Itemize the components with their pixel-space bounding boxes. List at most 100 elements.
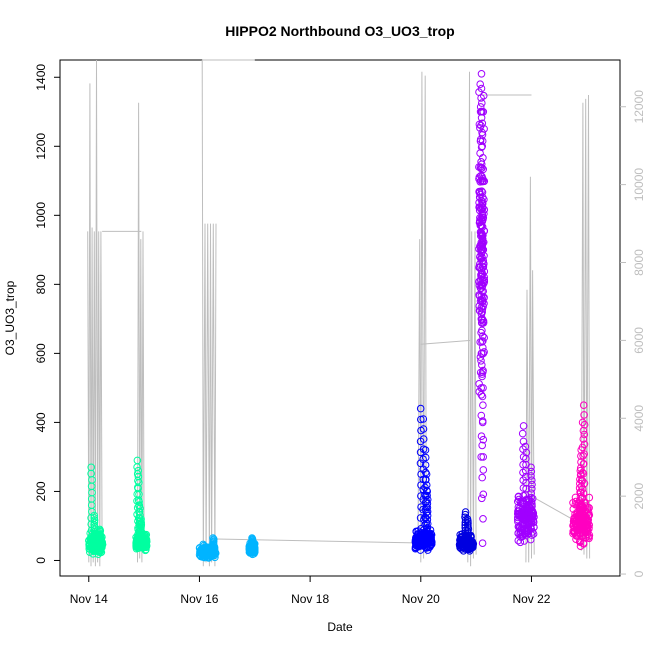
data-point	[479, 368, 487, 376]
data-point	[424, 536, 432, 544]
data-point	[199, 547, 208, 556]
data-point	[134, 484, 142, 493]
y2-tick-label: 4000	[632, 405, 646, 432]
data-point	[527, 515, 536, 523]
data-point	[575, 510, 584, 518]
data-point	[426, 543, 434, 551]
data-point	[478, 297, 487, 306]
data-point	[248, 534, 256, 542]
data-point	[527, 467, 536, 476]
data-point	[479, 453, 488, 461]
series-flight-6	[455, 508, 478, 555]
data-point	[479, 401, 487, 410]
data-point	[479, 515, 487, 523]
altitude-line	[420, 339, 471, 345]
data-point	[576, 501, 585, 510]
data-point	[479, 343, 487, 352]
data-point	[477, 411, 486, 420]
data-point	[519, 515, 528, 523]
data-point	[519, 422, 528, 430]
data-point	[478, 99, 486, 107]
altitude-line	[525, 176, 535, 563]
data-point	[478, 319, 487, 328]
series-flight-1	[85, 463, 107, 559]
data-point	[477, 266, 486, 275]
data-point	[417, 470, 425, 479]
data-point	[479, 108, 488, 116]
data-point	[478, 287, 486, 296]
y-tick-label: 1400	[34, 64, 48, 91]
data-point	[478, 441, 487, 450]
data-point	[527, 472, 535, 480]
data-point	[579, 401, 588, 410]
y2-tick-label: 2000	[632, 482, 646, 509]
data-point	[478, 361, 486, 369]
data-point	[423, 491, 431, 500]
y-axis-label: O3_UO3_trop	[3, 280, 17, 355]
data-point	[477, 94, 485, 102]
data-point	[134, 472, 143, 481]
data-point	[519, 437, 528, 446]
altitude-line	[580, 94, 591, 559]
data-point	[477, 349, 486, 358]
data-point	[569, 505, 578, 513]
data-point	[579, 426, 588, 435]
data-point	[583, 530, 592, 539]
y2-tick-label: 10000	[632, 168, 646, 202]
data-point	[423, 531, 432, 540]
data-point	[477, 303, 486, 312]
series-flight-2	[132, 456, 151, 555]
data-point	[572, 523, 581, 531]
data-point	[514, 515, 522, 524]
data-point	[477, 158, 485, 166]
data-point	[575, 537, 584, 546]
data-point	[527, 510, 536, 519]
data-point	[527, 489, 536, 498]
data-point	[421, 461, 430, 469]
data-point	[421, 446, 430, 454]
data-point	[423, 495, 432, 504]
data-point	[576, 492, 585, 501]
data-point	[528, 476, 536, 485]
y2-axis: 0 2000 4000 6000 8000 10000 12000	[620, 90, 646, 577]
data-point	[576, 518, 585, 527]
data-points	[85, 70, 594, 562]
altitude-line	[137, 102, 145, 563]
altitude-line	[417, 71, 427, 563]
data-point	[576, 542, 585, 551]
x-tick-label: Nov 22	[512, 592, 550, 606]
chart-title: HIPPO2 Northbound O3_UO3_trop	[225, 23, 454, 39]
x-axis-label: Date	[327, 620, 353, 634]
data-point	[521, 442, 530, 451]
data-point	[515, 507, 523, 515]
data-point	[133, 456, 142, 465]
data-point	[478, 294, 487, 303]
data-point	[478, 392, 487, 401]
data-point	[477, 453, 486, 461]
x-tick-label: Nov 14	[70, 592, 108, 606]
data-point	[412, 541, 421, 550]
data-point	[479, 165, 488, 174]
data-point	[476, 80, 485, 88]
data-point	[478, 188, 487, 197]
data-point	[578, 468, 587, 477]
data-point	[478, 338, 486, 346]
data-point	[514, 492, 523, 501]
data-point	[528, 502, 536, 510]
data-point	[480, 299, 488, 308]
data-point	[478, 231, 486, 239]
data-point	[199, 549, 208, 558]
data-point	[416, 404, 425, 413]
data-point	[516, 538, 525, 547]
y-tick-label: 800	[34, 274, 48, 294]
data-point	[423, 507, 432, 516]
data-point	[479, 246, 487, 254]
data-point	[135, 478, 143, 487]
data-point	[576, 514, 584, 523]
data-point	[90, 511, 98, 520]
data-point	[87, 463, 95, 472]
data-point	[478, 119, 487, 128]
y2-tick-label: 6000	[632, 327, 646, 354]
